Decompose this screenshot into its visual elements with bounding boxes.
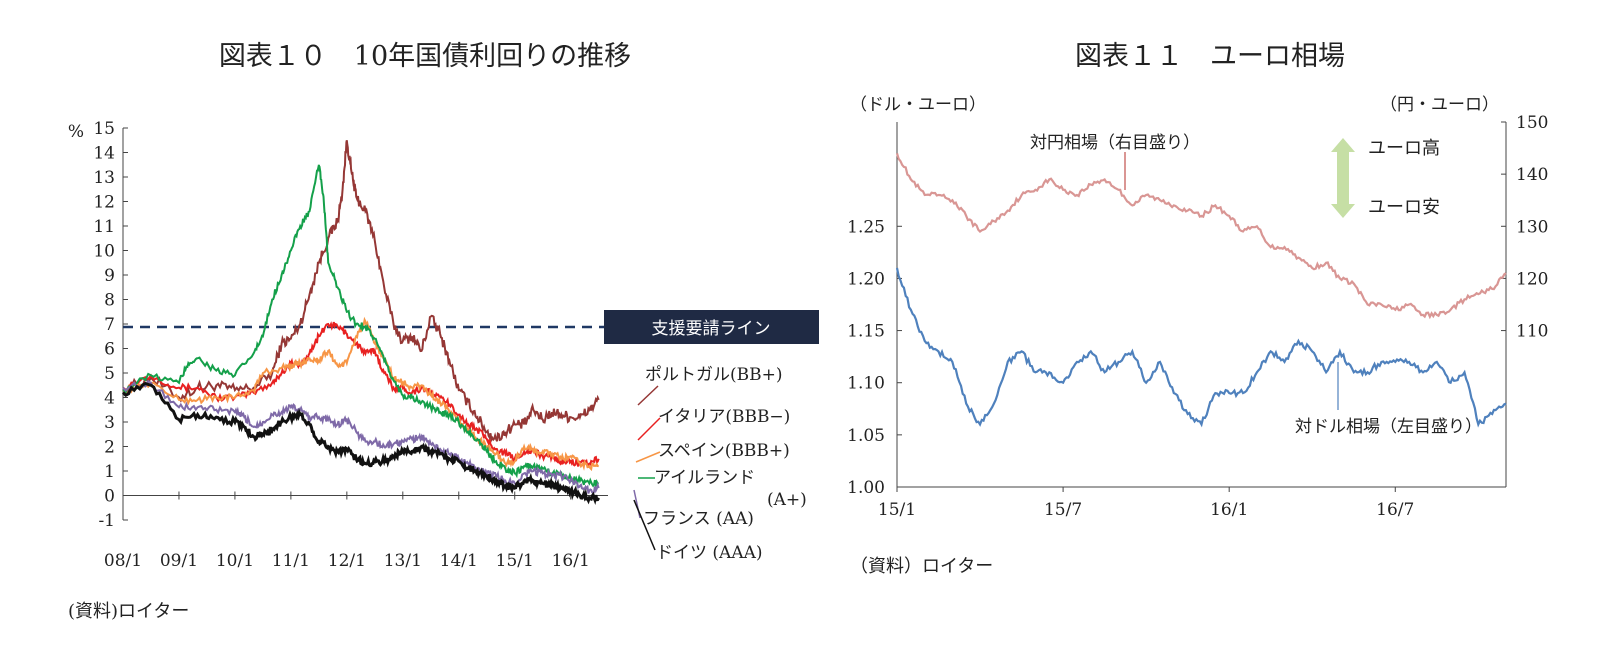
bond-series-labels: ポルトガル(BB+) イタリア(BBB−) スペイン(BBB+) アイルランド … [633,365,807,563]
bond-y-tick-label: 14 [93,144,115,164]
bond-y-tick-label: 5 [104,364,115,384]
euro-annotations: 対円相場（右目盛り） 対ドル相場（左目盛り） ユーロ高 ユーロ安 [1030,133,1482,437]
bond-yield-chart: 図表１０ 10年国債利回りの推移 % -10123456789101112131… [68,41,819,622]
euro-left-unit: （ドル・ユーロ） [850,95,986,115]
euro-left-tick-label: 1.20 [847,269,885,289]
label-ireland-rating: (A+) [767,490,807,510]
euro-left-tick-label: 1.15 [847,322,885,342]
bond-y-tick-label: 8 [104,291,115,311]
euro-series [895,152,1507,428]
bond-y-tick-label: 10 [93,242,115,262]
bond-x-tick-label: 15/1 [496,551,534,571]
bond-y-tick-label: 4 [104,389,115,409]
bond-y-tick-label: 2 [104,438,115,458]
euro-right-tick-label: 130 [1516,217,1548,237]
euro-left-tick-label: 1.00 [847,478,885,498]
support-request-label: 支援要請ライン [652,319,771,339]
euro-chart-title: 図表１１ ユーロ相場 [1075,41,1345,72]
bond-y-tick-label: 15 [93,119,115,139]
euro-left-tick-label: 1.10 [847,374,885,394]
arrow-italy [637,417,661,441]
euro-source: （資料）ロイター [850,556,993,577]
euro-left-tick-label: 1.05 [847,426,885,446]
euro-right-tick-label: 150 [1516,113,1548,133]
label-germany: ドイツ (AAA) [656,543,763,563]
bond-source: (資料)ロイター [68,601,189,622]
bond-y-tick-label: 6 [104,340,115,360]
label-ireland: アイルランド [654,468,755,488]
label-portugal: ポルトガル(BB+) [645,365,783,385]
bond-y-tick-label: 7 [104,315,115,335]
bond-y-tick-label: 1 [104,462,115,482]
euro-right-unit: （円・ユーロ） [1380,95,1499,115]
euro-x-tick-label: 16/7 [1376,500,1414,520]
bond-x-tick-label: 16/1 [552,551,590,571]
euro-x-tick-label: 15/7 [1044,500,1082,520]
bond-y-tick-label: 9 [104,266,115,286]
label-spain: スペイン(BBB+) [658,441,790,461]
bond-y-tick-label: -1 [98,511,115,531]
bond-y-unit: % [68,122,84,142]
bond-y-tick-label: 3 [104,413,115,433]
arrow-germany [633,499,656,551]
euro-up-label: ユーロ高 [1368,138,1440,159]
bond-series-line [122,140,600,444]
arrow-spain [635,451,661,463]
bond-reference: 支援要請ライン [123,310,819,344]
bond-x-tick-label: 08/1 [104,551,142,571]
euro-rate-chart: 図表１１ ユーロ相場 （ドル・ユーロ） （円・ユーロ） 1.00 1.05 1.10… [847,41,1548,577]
bond-chart-title: 図表１０ 10年国債利回りの推移 [219,41,631,72]
bond-series-line [122,164,599,488]
euro-x-tick-label: 15/1 [878,500,916,520]
bond-x-tick-label: 14/1 [440,551,478,571]
label-dollar-series: 対ドル相場（左目盛り） [1295,417,1482,437]
bond-series-line [122,316,599,472]
double-arrow-icon [1331,138,1355,218]
euro-series-line [895,152,1507,320]
euro-right-tick-label: 140 [1516,165,1548,185]
bond-y-tick-label: 12 [93,193,115,213]
bond-y-tick-label: 11 [93,217,115,237]
bond-x-tick-label: 11/1 [272,551,310,571]
bond-y-tick-label: 0 [104,487,115,507]
bond-x-tick-label: 09/1 [160,551,198,571]
bond-series-line [122,379,600,495]
euro-x-tick-label: 16/1 [1210,500,1248,520]
euro-right-tick-label: 120 [1516,269,1548,289]
label-italy: イタリア(BBB−) [658,407,790,427]
euro-down-label: ユーロ安 [1368,197,1440,218]
bond-series-line [122,321,600,469]
bond-series-line [121,381,600,505]
bond-y-tick-label: 13 [93,168,115,188]
bond-x-tick-label: 12/1 [328,551,366,571]
label-france: フランス (AA) [643,509,754,529]
euro-series-line [895,267,1507,428]
arrow-portugal [637,385,659,406]
euro-right-tick-label: 110 [1516,322,1548,342]
bond-x-tick-label: 13/1 [384,551,422,571]
euro-axes: 1.00 1.05 1.10 1.15 1.20 1.25 110 120 130 140 150 1… [847,113,1548,520]
label-yen-series: 対円相場（右目盛り） [1030,133,1200,153]
bond-series [121,140,600,505]
support-request-label-box [604,310,819,344]
euro-left-tick-label: 1.25 [847,217,885,237]
bond-x-tick-label: 10/1 [216,551,254,571]
